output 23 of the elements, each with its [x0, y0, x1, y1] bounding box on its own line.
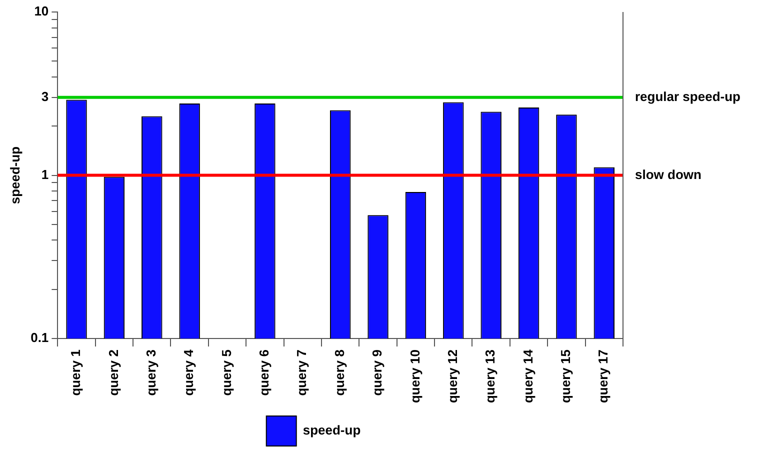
x-tick-label: query 1	[68, 350, 84, 396]
y-axis-title: speed-up	[7, 146, 22, 204]
x-tick-label: query 8	[332, 350, 347, 396]
x-tick-label: query 17	[596, 350, 611, 404]
x-tick-label: query 2	[106, 350, 121, 396]
x-tick-label: query 3	[143, 350, 158, 396]
x-tick-label: query 5	[218, 350, 234, 396]
x-tick-label: query 9	[370, 350, 385, 396]
x-tick-label: query 4	[181, 348, 196, 396]
y-tick-label: 10	[34, 4, 49, 19]
x-tick-label: query 12	[444, 350, 460, 404]
legend-label: speed-up	[302, 422, 361, 438]
y-tick-label: 0.1	[30, 330, 49, 346]
x-tick-label: query 6	[256, 350, 272, 396]
ref-line-label: regular speed-up	[635, 88, 741, 104]
x-tick-label: query 13	[482, 350, 498, 404]
ref-line-label: slow down	[635, 166, 702, 182]
x-tick-label: query 10	[407, 350, 422, 404]
x-tick-label: query 7	[294, 350, 310, 396]
x-tick-label: query 15	[558, 350, 574, 404]
y-tick-label: 1	[41, 166, 49, 182]
y-tick-label: 3	[41, 88, 49, 104]
x-tick-label: query 14	[520, 348, 536, 404]
